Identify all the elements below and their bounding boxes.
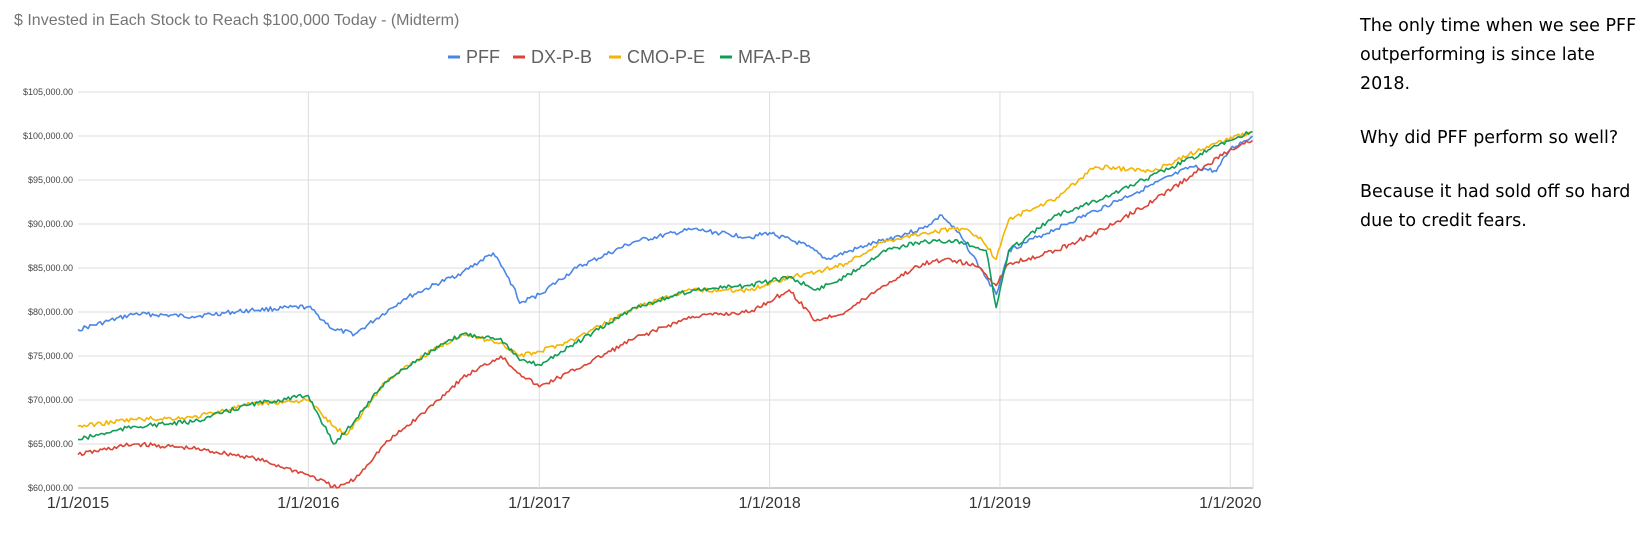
chart-gridlines bbox=[78, 91, 1254, 489]
legend-label: PFF bbox=[466, 47, 500, 67]
plot-area bbox=[77, 130, 1253, 489]
series-line-dx-p-b bbox=[77, 139, 1253, 489]
series-line-mfa-p-b bbox=[78, 130, 1253, 445]
y-tick-label: $75,000.00 bbox=[28, 351, 73, 361]
x-tick-label: 1/1/2019 bbox=[969, 495, 1031, 512]
x-tick-label: 1/1/2015 bbox=[47, 495, 109, 512]
x-tick-label: 1/1/2018 bbox=[738, 495, 800, 512]
series-line-cmo-p-e bbox=[77, 130, 1253, 436]
annotation-paragraph: Because it had sold off so hard due to c… bbox=[1360, 182, 1631, 231]
y-tick-label: $100,000.00 bbox=[23, 131, 73, 141]
x-tick-label: 1/1/2020 bbox=[1199, 495, 1261, 512]
annotation-paragraph: The only time when we see PFF outperform… bbox=[1360, 16, 1637, 94]
y-tick-label: $80,000.00 bbox=[28, 307, 73, 317]
legend-label: CMO-P-E bbox=[627, 47, 705, 67]
y-tick-label: $105,000.00 bbox=[23, 87, 73, 97]
x-tick-label: 1/1/2016 bbox=[277, 495, 339, 512]
annotation-text: The only time when we see PFF outperform… bbox=[1360, 12, 1640, 261]
y-tick-label: $70,000.00 bbox=[28, 395, 73, 405]
x-tick-label: 1/1/2017 bbox=[508, 495, 570, 512]
annotation-paragraph: Why did PFF perform so well? bbox=[1360, 128, 1619, 148]
series-line-pff bbox=[77, 135, 1253, 337]
x-axis: 1/1/2015 1/1/2016 1/1/2017 1/1/2018 1/1/2019… bbox=[47, 495, 1262, 512]
y-tick-label: $85,000.00 bbox=[28, 263, 73, 273]
y-tick-label: $60,000.00 bbox=[28, 483, 73, 493]
y-tick-label: $65,000.00 bbox=[28, 439, 73, 449]
y-axis: $60,000.00 $65,000.00 $70,000.00 $75,000.00… bbox=[23, 87, 73, 493]
legend-label: MFA-P-B bbox=[738, 47, 811, 67]
y-tick-label: $95,000.00 bbox=[28, 175, 73, 185]
y-tick-label: $90,000.00 bbox=[28, 219, 73, 229]
legend-label: DX-P-B bbox=[531, 47, 592, 67]
chart-title: $ Invested in Each Stock to Reach $100,0… bbox=[14, 12, 459, 29]
chart-legend: PFF DX-P-B CMO-P-E MFA-P-B bbox=[448, 47, 811, 67]
